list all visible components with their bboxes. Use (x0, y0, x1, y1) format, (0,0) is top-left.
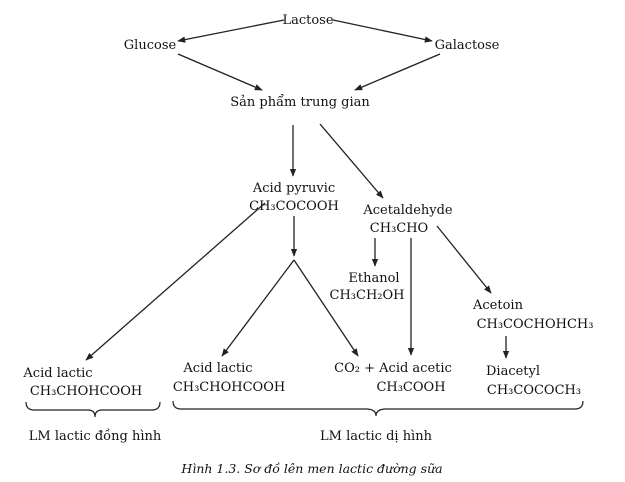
arrow-branch-to-co2-acetic (293, 259, 359, 357)
arrow-glucose-to-intermediate (177, 53, 263, 91)
node-glucose: Glucose (124, 38, 177, 53)
arrow-pyruvic-to-homo-lactic (85, 202, 266, 361)
node-galactose: Galactose (435, 38, 500, 53)
node-lactic-acid-homo-name: Acid lactic (22, 366, 92, 381)
brace-heterofermentative (172, 400, 584, 417)
node-acetoin-formula: CH₃COCHOHCH₃ (477, 317, 594, 332)
node-diacetyl-name: Diacetyl (486, 364, 540, 379)
figure-caption: Hình 1.3. Sơ đồ lên men lactic đường sữa (180, 461, 442, 476)
arrow-galactose-to-intermediate (354, 53, 441, 91)
node-pyruvic-acid-formula: CH₃COCOOH (249, 199, 339, 214)
node-lactic-acid-hetero-formula: CH₃CHOHCOOH (173, 380, 285, 395)
node-intermediate-product: Sản phẩm trung gian (230, 94, 370, 110)
arrow-intermediate-to-acetaldehyde (319, 123, 384, 199)
arrow-branch-to-hetero-lactic (221, 259, 295, 357)
node-pyruvic-acid-name: Acid pyruvic (252, 181, 335, 196)
label-homofermentative: LM lactic đồng hình (29, 428, 162, 444)
node-acetic-acid-formula: CH₃COOH (376, 380, 445, 395)
node-co2-acetic-acid-name: CO₂ + Acid acetic (334, 361, 452, 376)
arrow-lactose-to-glucose (177, 19, 285, 43)
node-acetaldehyde-name: Acetaldehyde (362, 203, 453, 218)
node-lactose: Lactose (282, 13, 333, 28)
node-ethanol-name: Ethanol (348, 271, 399, 286)
node-ethanol-formula: CH₃CH₂OH (330, 288, 405, 303)
brace-homofermentative (25, 401, 161, 418)
node-lactic-acid-hetero-name: Acid lactic (182, 361, 252, 376)
arrow-acetaldehyde-to-acetoin (436, 225, 492, 294)
arrow-lactose-to-galactose (332, 19, 433, 43)
node-lactic-acid-homo-formula: CH₃CHOHCOOH (30, 384, 142, 399)
node-acetaldehyde-formula: CH₃CHO (370, 221, 428, 236)
label-heterofermentative: LM lactic dị hình (320, 429, 433, 444)
node-acetoin-name: Acetoin (472, 298, 524, 313)
node-diacetyl-formula: CH₃COCOCH₃ (487, 383, 581, 398)
